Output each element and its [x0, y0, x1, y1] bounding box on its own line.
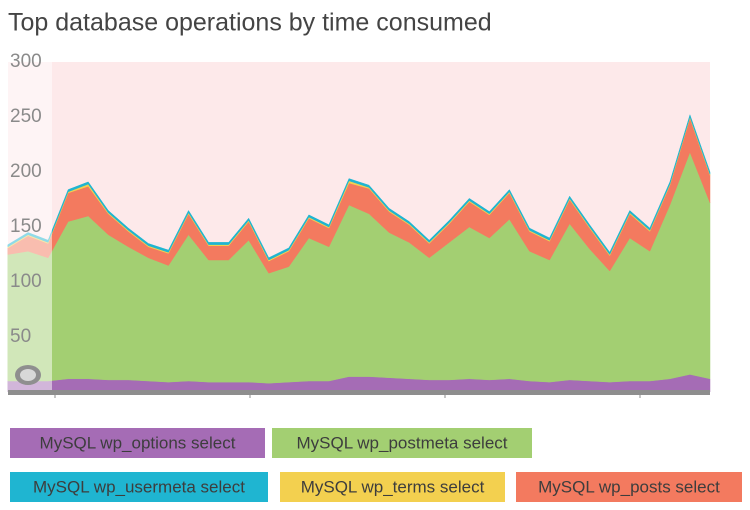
legend-swatch [516, 472, 742, 502]
legend-swatch [280, 472, 505, 502]
y-tick-label: 250 [10, 106, 42, 127]
legend-label: MySQL wp_terms select [301, 477, 485, 496]
legend-label: MySQL wp_postmeta select [296, 433, 507, 452]
y-tick-label: 150 [10, 216, 42, 237]
area [7, 113, 711, 261]
y-tick-label: 50 [10, 326, 31, 347]
range-handle-inner [20, 369, 36, 381]
legend-label: MySQL wp_usermeta select [33, 477, 245, 496]
legend-swatch [10, 472, 268, 502]
legend-label: MySQL wp_options select [40, 433, 236, 452]
chart-title: Top database operations by time consumed [8, 9, 492, 37]
x-axis [8, 390, 710, 395]
y-tick-label: 300 [10, 51, 42, 72]
legend-label: MySQL wp_posts select [538, 477, 720, 496]
areas [7, 113, 711, 393]
y-tick-label: 100 [10, 271, 42, 292]
y-tick-label: 200 [10, 161, 42, 182]
range-selector[interactable] [8, 62, 52, 392]
legend-swatch [10, 428, 265, 458]
legend-swatch [272, 428, 532, 458]
